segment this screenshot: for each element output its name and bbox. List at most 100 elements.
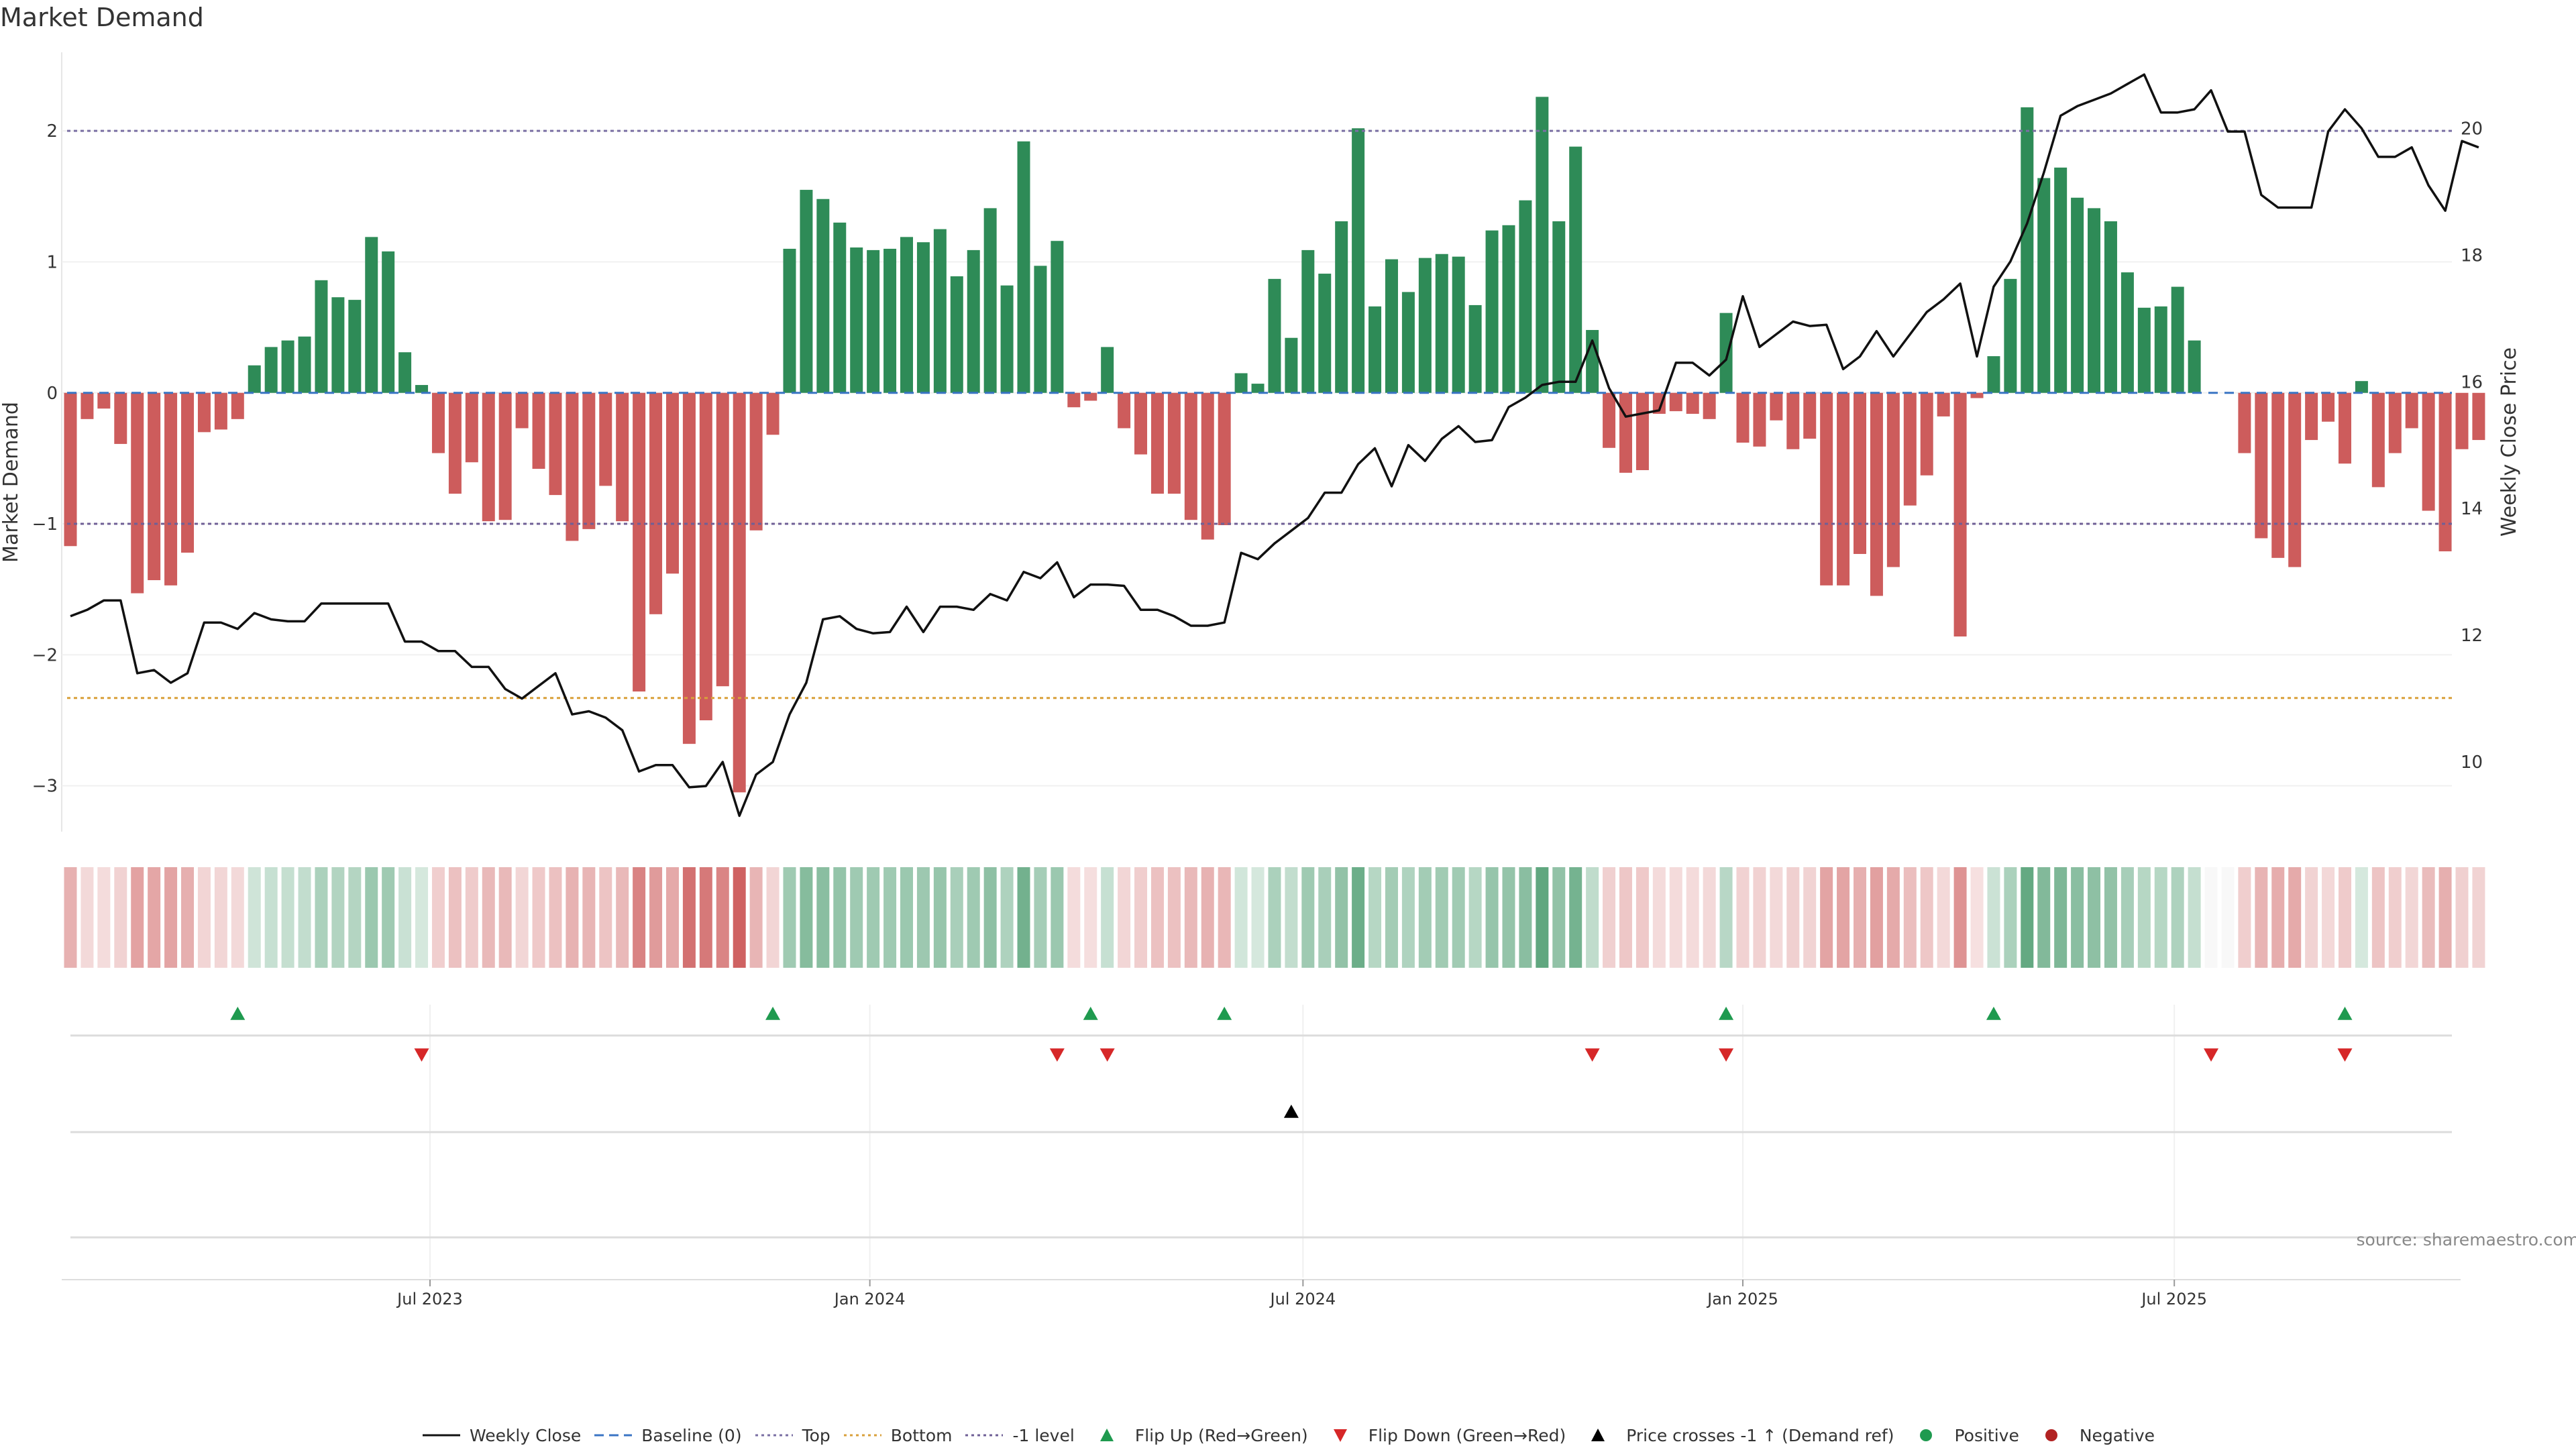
y-left-axis-label: Market Demand bbox=[0, 402, 23, 563]
heat-strip-cell bbox=[1737, 867, 1750, 968]
heat-strip-cell bbox=[181, 867, 194, 968]
demand-bar bbox=[449, 393, 462, 494]
demand-bar bbox=[683, 393, 696, 744]
heat-strip-cell bbox=[1854, 867, 1866, 968]
demand-bar bbox=[248, 366, 261, 393]
heat-strip-cell bbox=[1469, 867, 1482, 968]
demand-bar bbox=[1786, 393, 1799, 449]
heat-strip-cell bbox=[582, 867, 595, 968]
heat-strip-cell bbox=[1803, 867, 1816, 968]
heat-strip-cell bbox=[533, 867, 545, 968]
x-tick-label: Jul 2023 bbox=[396, 1290, 463, 1308]
heat-strip-cell bbox=[733, 867, 746, 968]
heat-strip-cell bbox=[1820, 867, 1833, 968]
heat-strip-cell bbox=[2021, 867, 2033, 968]
flip-up-marker bbox=[1217, 1007, 1232, 1020]
heat-strip-cell bbox=[1285, 867, 1297, 968]
demand-bar bbox=[951, 276, 963, 393]
demand-bar bbox=[1151, 393, 1164, 494]
flip-up-marker bbox=[765, 1007, 780, 1020]
heat-strip-cell bbox=[2054, 867, 2067, 968]
heat-strip-cell bbox=[97, 867, 110, 968]
demand-bar bbox=[1285, 338, 1297, 393]
demand-bar bbox=[733, 393, 746, 793]
demand-bar bbox=[1001, 286, 1014, 393]
heat-strip-cell bbox=[1753, 867, 1766, 968]
demand-bar bbox=[1402, 292, 1415, 392]
heat-strip-cell bbox=[1118, 867, 1130, 968]
demand-bar bbox=[1318, 274, 1331, 393]
heat-strip-cell bbox=[1619, 867, 1632, 968]
heat-strip-cell bbox=[398, 867, 411, 968]
heat-strip-cell bbox=[1770, 867, 1782, 968]
legend-label: Positive bbox=[1954, 1426, 2019, 1445]
demand-bar bbox=[97, 393, 110, 408]
heat-strip-cell bbox=[867, 867, 879, 968]
triangle-up-icon bbox=[1087, 1425, 1127, 1445]
demand-bar bbox=[1436, 254, 1448, 393]
demand-bar bbox=[1854, 393, 1866, 554]
heat-strip-cell bbox=[315, 867, 327, 968]
heat-strip-cell bbox=[1837, 867, 1849, 968]
flip-up-marker bbox=[2337, 1007, 2352, 1020]
demand-bar bbox=[282, 341, 294, 393]
heat-strip-cell bbox=[482, 867, 495, 968]
heat-strip-cell bbox=[2439, 867, 2452, 968]
demand-bar bbox=[984, 208, 997, 392]
heat-strip-cell bbox=[1001, 867, 1014, 968]
heat-strip-cell bbox=[934, 867, 947, 968]
demand-bar bbox=[2355, 381, 2368, 393]
heat-strip-cell bbox=[1720, 867, 1733, 968]
y-left-tick-label: 1 bbox=[46, 252, 58, 272]
demand-bar bbox=[2238, 393, 2251, 453]
heat-strip-cell bbox=[1051, 867, 1063, 968]
demand-bar bbox=[1352, 128, 1364, 392]
heat-strip-cell bbox=[700, 867, 712, 968]
demand-bar bbox=[1051, 241, 1063, 393]
demand-bar bbox=[750, 393, 763, 531]
heat-strip-cell bbox=[449, 867, 462, 968]
heat-strip-cell bbox=[1218, 867, 1231, 968]
demand-bar bbox=[1168, 393, 1181, 494]
heat-strip-cell bbox=[951, 867, 963, 968]
heat-strip-cell bbox=[2088, 867, 2100, 968]
demand-bar bbox=[566, 393, 578, 541]
y-left-tick-label: −3 bbox=[32, 777, 58, 797]
y-right-tick-label: 14 bbox=[2461, 499, 2483, 519]
legend-label: Negative bbox=[2080, 1426, 2155, 1445]
flip-up-marker bbox=[1986, 1007, 2001, 1020]
heat-strip-cell bbox=[265, 867, 278, 968]
heat-strip-cell bbox=[2322, 867, 2334, 968]
heat-strip-cell bbox=[1335, 867, 1348, 968]
demand-bar bbox=[1201, 393, 1214, 540]
demand-bar bbox=[783, 249, 796, 393]
demand-bar bbox=[148, 393, 160, 580]
legend-label: Top bbox=[802, 1426, 830, 1445]
demand-bar bbox=[382, 252, 394, 393]
demand-bar bbox=[1803, 393, 1816, 439]
heat-strip-cell bbox=[1603, 867, 1615, 968]
heat-strip-cell bbox=[1536, 867, 1548, 968]
heat-strip-cell bbox=[649, 867, 662, 968]
legend-item: Top bbox=[754, 1425, 830, 1445]
legend-item: Baseline (0) bbox=[593, 1425, 741, 1445]
x-tick-label: Jan 2024 bbox=[833, 1290, 906, 1308]
demand-bar bbox=[1536, 97, 1548, 392]
heat-strip-cell bbox=[2472, 867, 2485, 968]
heat-strip-cell bbox=[2004, 867, 2017, 968]
demand-bar bbox=[1737, 393, 1750, 443]
heat-strip-cell bbox=[2138, 867, 2151, 968]
legend-label: Bottom bbox=[891, 1426, 953, 1445]
demand-bar bbox=[2155, 306, 2167, 393]
demand-bar bbox=[1887, 393, 1900, 567]
demand-bar bbox=[1954, 393, 1967, 636]
demand-bar bbox=[1084, 393, 1097, 401]
demand-bar bbox=[934, 229, 947, 393]
demand-bar bbox=[2339, 393, 2351, 463]
heat-strip-cell bbox=[1419, 867, 1432, 968]
legend-item: Flip Up (Red→Green) bbox=[1087, 1425, 1308, 1445]
y-right-tick-label: 10 bbox=[2461, 752, 2483, 773]
demand-bar bbox=[967, 250, 980, 393]
heat-strip-cell bbox=[1084, 867, 1097, 968]
demand-bar bbox=[1603, 393, 1615, 448]
